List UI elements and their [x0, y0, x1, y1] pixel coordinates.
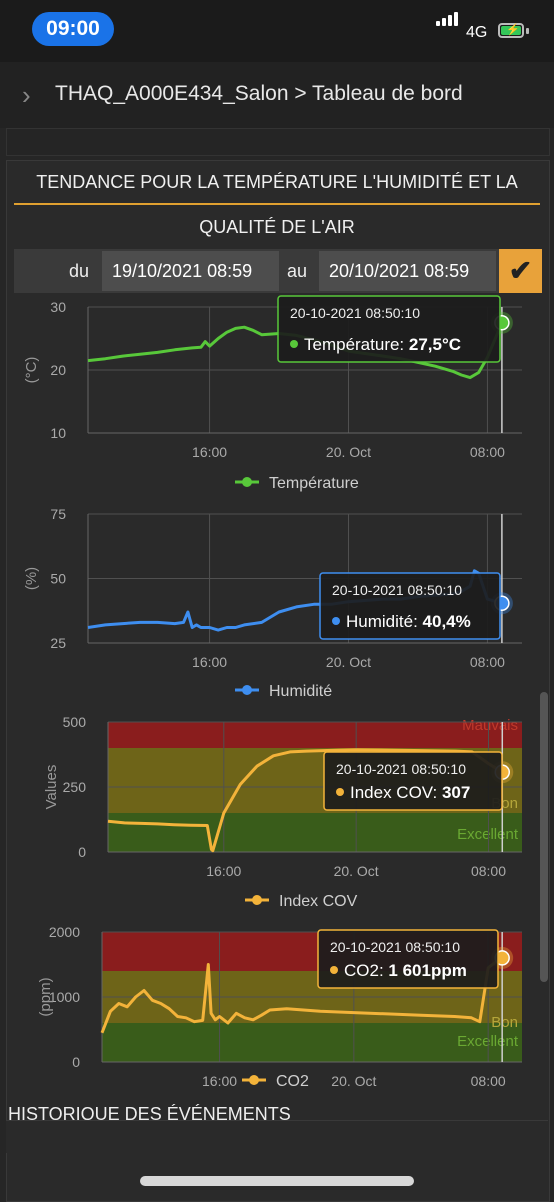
y-tick-label: 250 — [63, 779, 87, 795]
x-tick-label: 08:00 — [470, 444, 505, 460]
chevron-right-icon[interactable]: › — [22, 80, 31, 110]
y-axis-label: (ppm) — [37, 977, 54, 1016]
network-type: 4G — [466, 24, 488, 41]
y-tick-label: 10 — [50, 425, 66, 441]
tooltip-series-label: Température: — [304, 335, 409, 354]
tooltip-bullet — [330, 966, 338, 974]
tooltip-series-label: Humidité: — [346, 612, 423, 631]
x-tick-label: 16:00 — [202, 1073, 237, 1089]
panel-title: TENDANCE POUR LA TEMPÉRATURE L'HUMIDITÉ … — [36, 172, 518, 192]
tooltip-series-value: 40,4% — [423, 612, 471, 631]
from-label: du — [69, 261, 90, 281]
tooltip-box — [277, 295, 501, 363]
band-good — [102, 1023, 522, 1062]
date-range-row: du au ✔ — [14, 249, 542, 293]
y-tick-label: 50 — [50, 571, 66, 587]
x-tick-label: 08:00 — [471, 863, 506, 879]
previous-panel-edge — [6, 128, 550, 156]
y-tick-label: 20 — [50, 362, 66, 378]
band-label-bon: Bon — [491, 1014, 518, 1031]
tooltip-bullet — [336, 788, 344, 796]
status-time: 09:00 — [32, 12, 114, 46]
legend-label: Température — [269, 475, 359, 492]
tooltip-bullet — [332, 617, 340, 625]
to-label: au — [287, 261, 308, 281]
legend-label: CO2 — [276, 1073, 309, 1090]
band-label-excellent: Excellent — [457, 826, 519, 843]
y-axis-label: (%) — [23, 567, 40, 590]
tooltip-series-value: 27,5°C — [409, 335, 461, 354]
x-tick-label: 20. Oct — [334, 863, 379, 879]
tooltip-box — [317, 929, 499, 989]
tooltip-box — [323, 751, 503, 811]
legend-label: Humidité — [269, 683, 332, 700]
y-tick-label: 30 — [50, 299, 66, 315]
home-indicator[interactable] — [140, 1176, 414, 1186]
tooltip-box — [319, 572, 501, 640]
y-tick-label: 25 — [50, 635, 66, 651]
x-tick-label: 16:00 — [206, 863, 241, 879]
band-label-mauvais: Mauvais — [462, 717, 518, 734]
legend-marker — [242, 685, 252, 695]
series-line — [100, 956, 503, 1034]
x-tick-label: 16:00 — [192, 444, 227, 460]
battery-icon: ⚡ — [498, 23, 524, 38]
tooltip-bullet — [290, 340, 298, 348]
legend-label: Index COV — [279, 893, 358, 910]
breadcrumb[interactable]: THAQ_A000E434_Salon > Tableau de bord — [55, 82, 463, 105]
tooltip-value: Température: 27,5°C — [304, 335, 461, 354]
series-line — [107, 748, 504, 853]
title-divider — [14, 203, 540, 205]
y-axis-label: (°C) — [23, 357, 40, 384]
tooltip-value: CO2: 1 601ppm — [344, 961, 467, 980]
y-tick-label: 0 — [78, 844, 86, 860]
apply-button[interactable]: ✔ — [499, 249, 542, 293]
x-tick-label: 20. Oct — [326, 654, 371, 670]
tooltip-series-label: Index COV: — [350, 783, 442, 802]
band-good — [108, 813, 522, 852]
x-tick-label: 16:00 — [192, 654, 227, 670]
to-date-input[interactable] — [319, 251, 496, 291]
tooltip-value: Index COV: 307 — [350, 783, 470, 802]
y-tick-label: 0 — [72, 1054, 80, 1070]
history-panel — [6, 1120, 548, 1153]
from-date-input[interactable] — [102, 251, 279, 291]
panel-title-continued: QUALITÉ DE L'AIR — [199, 217, 355, 237]
tooltip-series-value: 1 601ppm — [388, 961, 466, 980]
tooltip-date: 20-10-2021 08:50:10 — [336, 761, 466, 777]
band-bad — [108, 722, 522, 748]
legend-marker — [252, 895, 262, 905]
x-tick-label: 08:00 — [470, 654, 505, 670]
scrollbar[interactable] — [540, 692, 548, 982]
tooltip-value: Humidité: 40,4% — [346, 612, 471, 631]
tooltip-series-label: CO2: — [344, 961, 388, 980]
series-line — [87, 322, 504, 380]
check-icon: ✔ — [508, 255, 533, 286]
tooltip-series-value: 307 — [442, 783, 470, 802]
tooltip-date: 20-10-2021 08:50:10 — [330, 939, 460, 955]
nav-bar: › THAQ_A000E434_Salon > Tableau de bord — [0, 62, 554, 128]
y-tick-label: 500 — [63, 714, 87, 730]
legend-marker — [249, 1075, 259, 1085]
tooltip-date: 20-10-2021 08:50:10 — [290, 305, 420, 321]
x-tick-label: 20. Oct — [326, 444, 371, 460]
history-heading: HISTORIQUE DES ÉVÉNEMENTS — [8, 1104, 291, 1124]
status-bar: 09:00 4G ⚡ — [0, 0, 554, 62]
x-tick-label: 08:00 — [471, 1073, 506, 1089]
legend-marker — [242, 477, 252, 487]
y-tick-label: 75 — [50, 506, 66, 522]
tooltip-date: 20-10-2021 08:50:10 — [332, 582, 462, 598]
x-tick-label: 20. Oct — [331, 1073, 376, 1089]
y-axis-label: Values — [43, 765, 60, 810]
y-tick-label: 2000 — [49, 924, 80, 940]
battery-cap — [526, 28, 529, 34]
y-tick-label: 1000 — [49, 989, 80, 1005]
